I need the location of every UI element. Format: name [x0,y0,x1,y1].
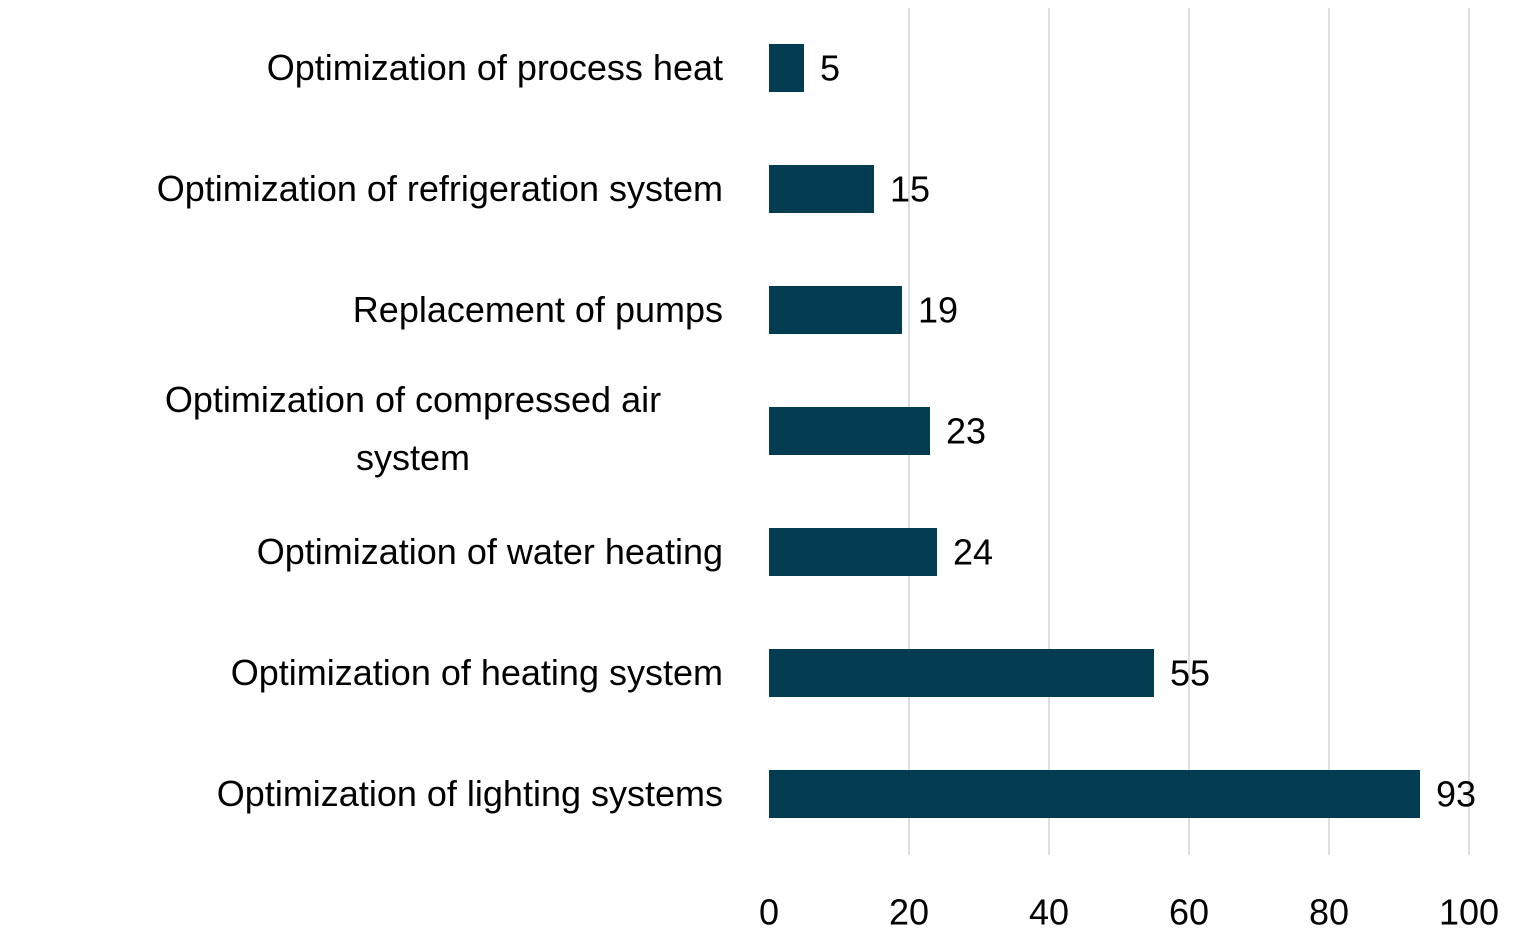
y-tick-label: Optimization of water heating [256,531,723,572]
y-tick-label: Optimization of refrigeration system [156,168,723,209]
y-tick-label: Optimization of lighting systems [216,773,723,814]
value-label: 5 [820,48,840,89]
bar [769,165,874,213]
value-label: 15 [890,169,930,210]
x-tick-label: 60 [1169,892,1209,933]
x-tick-label: 40 [1029,892,1069,933]
value-label: 24 [953,532,993,573]
x-tick-label: 100 [1439,892,1499,933]
y-tick-label: Optimization of compressed air system [164,379,662,478]
x-tick-label: 0 [759,892,779,933]
y-tick-label: Optimization of process heat [266,47,723,88]
bar [769,528,937,576]
x-tick-label: 20 [889,892,929,933]
bar [769,286,902,334]
y-tick-label: Replacement of pumps [352,289,723,330]
bar [769,44,804,92]
value-label: 93 [1436,774,1476,815]
value-label: 55 [1170,653,1210,694]
x-tick-label: 80 [1309,892,1349,933]
value-label: 23 [946,411,986,452]
bar [769,649,1154,697]
y-tick-label: Optimization of heating system [230,652,723,693]
bar [769,407,930,455]
value-label: 19 [918,290,958,331]
bar [769,770,1420,818]
